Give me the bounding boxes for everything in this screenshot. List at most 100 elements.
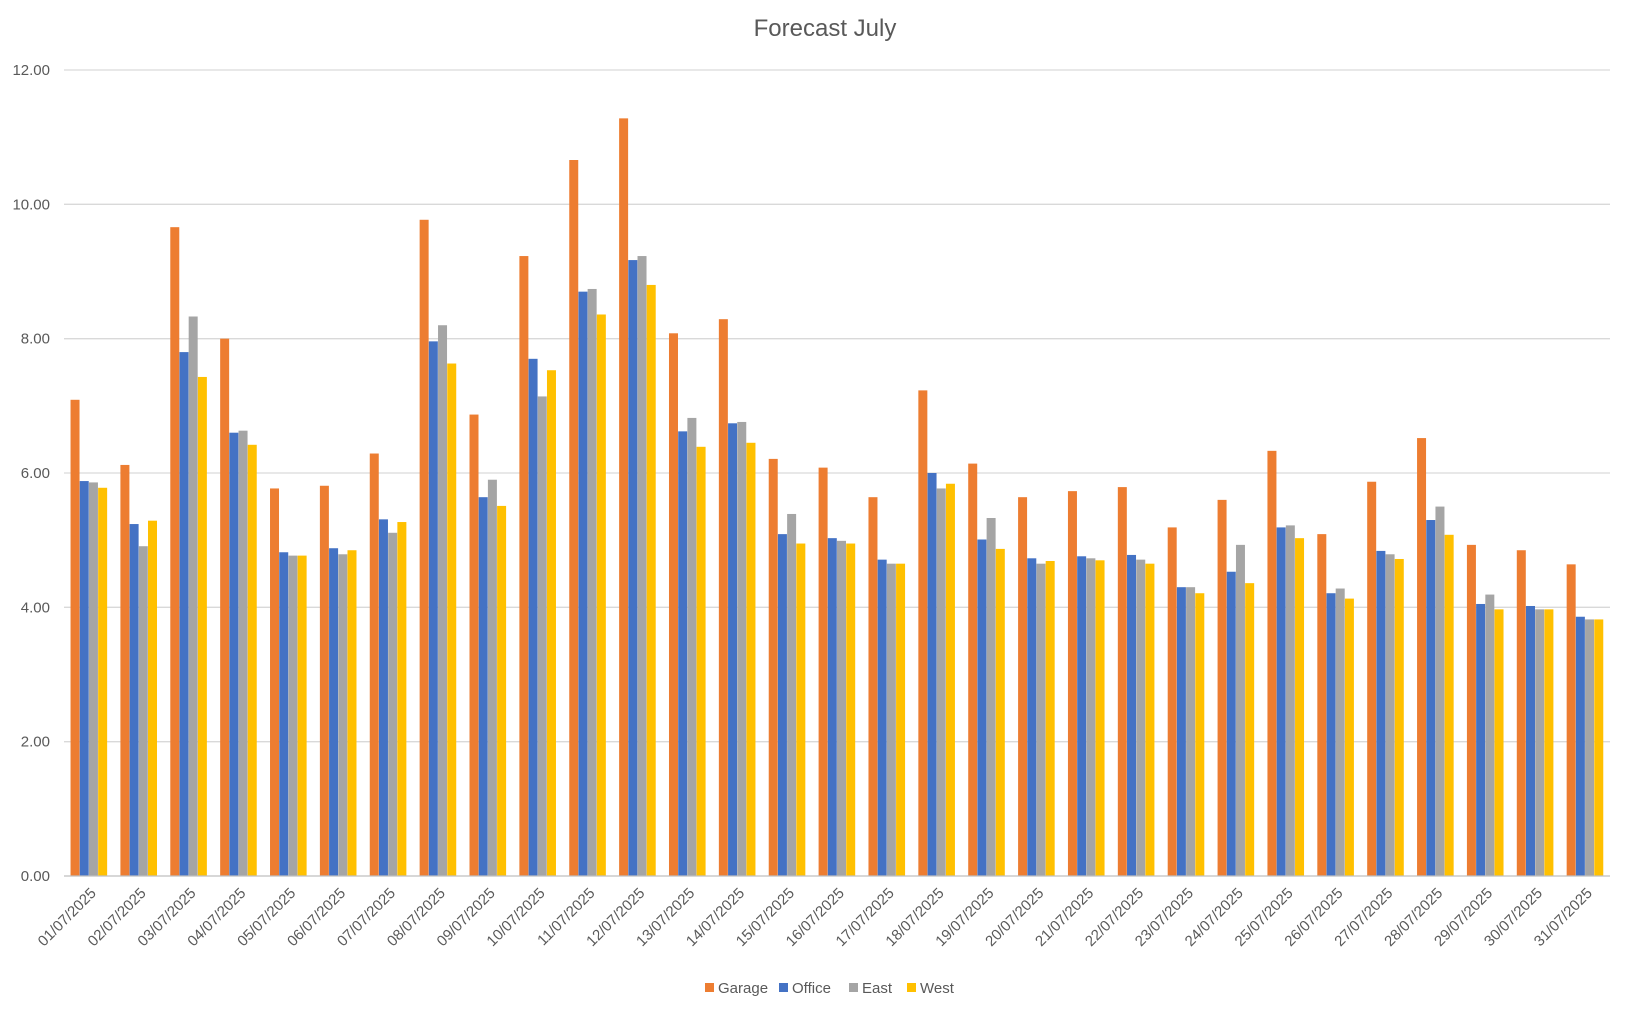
bar-west-28 [1444, 534, 1454, 876]
bar-office-3 [179, 352, 189, 877]
bar-office-13 [678, 431, 688, 876]
bar-west-2 [148, 520, 158, 876]
bar-office-8 [428, 341, 438, 876]
bar-east-25 [1285, 525, 1295, 876]
bar-west-17 [896, 563, 906, 876]
bar-east-18 [936, 488, 946, 876]
bar-west-29 [1494, 609, 1504, 876]
bar-east-4 [238, 430, 248, 876]
bar-west-24 [1245, 583, 1255, 876]
bar-west-15 [796, 543, 806, 876]
legend-swatch-west [907, 983, 916, 992]
bar-office-28 [1426, 520, 1436, 876]
bar-garage-17 [868, 497, 878, 876]
bar-east-30 [1535, 609, 1545, 876]
bar-east-21 [1086, 558, 1096, 876]
bar-west-21 [1095, 560, 1105, 876]
bar-west-5 [297, 555, 307, 876]
y-tick-label: 2.00 [21, 734, 50, 751]
bar-office-24 [1226, 571, 1236, 876]
legend-label-office: Office [792, 980, 831, 997]
y-tick-label: 0.00 [21, 868, 50, 885]
bar-west-14 [746, 442, 756, 876]
bar-garage-21 [1067, 491, 1077, 876]
bar-west-4 [247, 444, 257, 876]
y-tick-label: 8.00 [21, 331, 50, 348]
bar-west-18 [945, 483, 955, 876]
bar-garage-16 [818, 467, 828, 876]
bar-east-3 [188, 316, 198, 876]
bar-office-11 [578, 291, 588, 876]
bar-east-14 [737, 421, 747, 876]
bar-office-1 [79, 481, 89, 876]
bar-east-10 [537, 396, 547, 876]
bar-west-23 [1195, 593, 1205, 876]
bar-office-4 [229, 432, 239, 876]
bar-office-29 [1476, 603, 1486, 876]
bar-west-26 [1344, 598, 1354, 876]
bar-garage-2 [120, 464, 130, 876]
bar-garage-31 [1566, 564, 1576, 876]
bar-garage-3 [170, 227, 180, 877]
bar-garage-18 [918, 390, 928, 876]
bar-garage-8 [419, 219, 429, 876]
bar-office-22 [1127, 554, 1137, 876]
bar-office-19 [977, 539, 987, 876]
bar-west-11 [596, 314, 606, 876]
bar-east-17 [886, 563, 896, 876]
bar-west-20 [1045, 560, 1055, 876]
bar-garage-7 [369, 453, 379, 876]
bar-office-12 [628, 260, 638, 876]
bar-east-27 [1385, 554, 1395, 876]
bar-garage-30 [1516, 550, 1526, 876]
y-tick-label: 6.00 [21, 465, 50, 482]
bar-garage-29 [1466, 544, 1476, 876]
bar-east-6 [338, 554, 348, 876]
x-axis-tick-labels: 01/07/202502/07/202503/07/202504/07/2025… [35, 885, 1596, 950]
bar-office-25 [1276, 527, 1286, 876]
bar-east-20 [1036, 563, 1046, 876]
bar-garage-11 [569, 160, 579, 877]
bar-east-16 [837, 540, 846, 876]
bar-office-31 [1575, 616, 1585, 876]
bar-garage-9 [469, 414, 479, 876]
bar-garage-6 [319, 485, 329, 876]
bar-office-15 [777, 534, 787, 876]
bar-office-18 [927, 473, 937, 876]
y-tick-label: 4.00 [21, 599, 50, 616]
bar-east-1 [88, 482, 98, 876]
bar-garage-26 [1317, 534, 1327, 876]
bar-east-31 [1585, 619, 1595, 876]
y-tick-label: 12.00 [12, 62, 50, 79]
bar-office-27 [1376, 550, 1386, 876]
legend-label-garage: Garage [718, 980, 768, 997]
bar-east-15 [787, 513, 797, 876]
bar-west-13 [696, 446, 706, 876]
bar-garage-1 [70, 399, 80, 876]
bar-garage-5 [270, 488, 280, 876]
bar-west-31 [1594, 619, 1604, 876]
bar-east-8 [438, 325, 448, 876]
bar-west-1 [98, 487, 108, 876]
bar-east-26 [1335, 588, 1345, 876]
bar-office-6 [329, 548, 339, 876]
bar-office-14 [728, 423, 738, 876]
bar-office-2 [129, 524, 139, 876]
bar-office-7 [378, 519, 388, 876]
bar-garage-22 [1117, 487, 1127, 876]
bar-garage-4 [220, 338, 230, 877]
legend: Garage Office East West [705, 980, 955, 997]
bar-east-12 [637, 256, 647, 877]
bar-garage-28 [1417, 438, 1427, 876]
bar-west-16 [846, 543, 856, 876]
bar-office-30 [1525, 605, 1535, 876]
bar-garage-27 [1367, 481, 1377, 876]
bar-east-13 [687, 417, 697, 876]
bar-office-26 [1326, 593, 1336, 876]
bar-garage-23 [1167, 527, 1177, 876]
bar-garage-13 [668, 333, 678, 876]
bar-east-28 [1435, 506, 1445, 876]
bar-east-23 [1186, 587, 1196, 876]
legend-label-west: West [920, 980, 955, 997]
